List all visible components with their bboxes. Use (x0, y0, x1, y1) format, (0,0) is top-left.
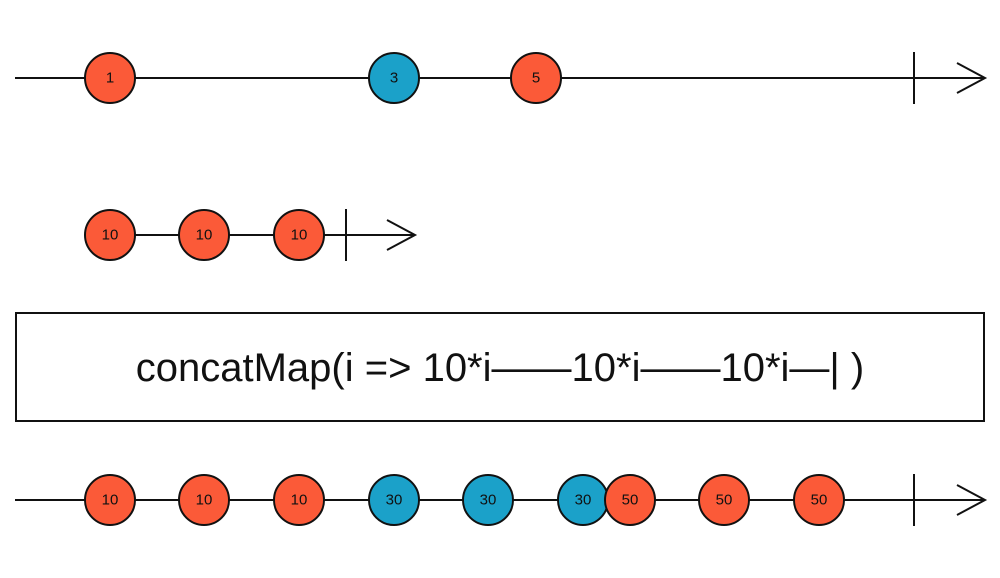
marble (793, 474, 845, 526)
marble (84, 474, 136, 526)
marble-label: 3 (390, 70, 398, 87)
marble-label: 30 (575, 492, 592, 509)
marble-label: 50 (811, 492, 828, 509)
arrow-head (956, 484, 988, 516)
arrow-head (386, 219, 418, 251)
marble (178, 209, 230, 261)
marble (84, 209, 136, 261)
marble-label: 30 (480, 492, 497, 509)
marble-label: 10 (102, 492, 119, 509)
marble-label: 50 (622, 492, 639, 509)
marble (462, 474, 514, 526)
marble-label: 10 (196, 227, 213, 244)
marble (368, 52, 420, 104)
marble (698, 474, 750, 526)
marble-label: 1 (106, 70, 114, 87)
marble (273, 474, 325, 526)
marble-label: 5 (532, 70, 540, 87)
marble (368, 474, 420, 526)
marble (604, 474, 656, 526)
marble-label: 50 (716, 492, 733, 509)
arrow-head (956, 62, 988, 94)
marble (178, 474, 230, 526)
marble-label: 10 (102, 227, 119, 244)
marble-label: 30 (386, 492, 403, 509)
operator-box (15, 312, 985, 422)
marble (510, 52, 562, 104)
marble (273, 209, 325, 261)
marble-label: 10 (291, 227, 308, 244)
operator-label: concatMap(i => 10*i——10*i——10*i—| ) (136, 346, 864, 390)
marble-label: 10 (291, 492, 308, 509)
marble-label: 10 (196, 492, 213, 509)
marble (84, 52, 136, 104)
